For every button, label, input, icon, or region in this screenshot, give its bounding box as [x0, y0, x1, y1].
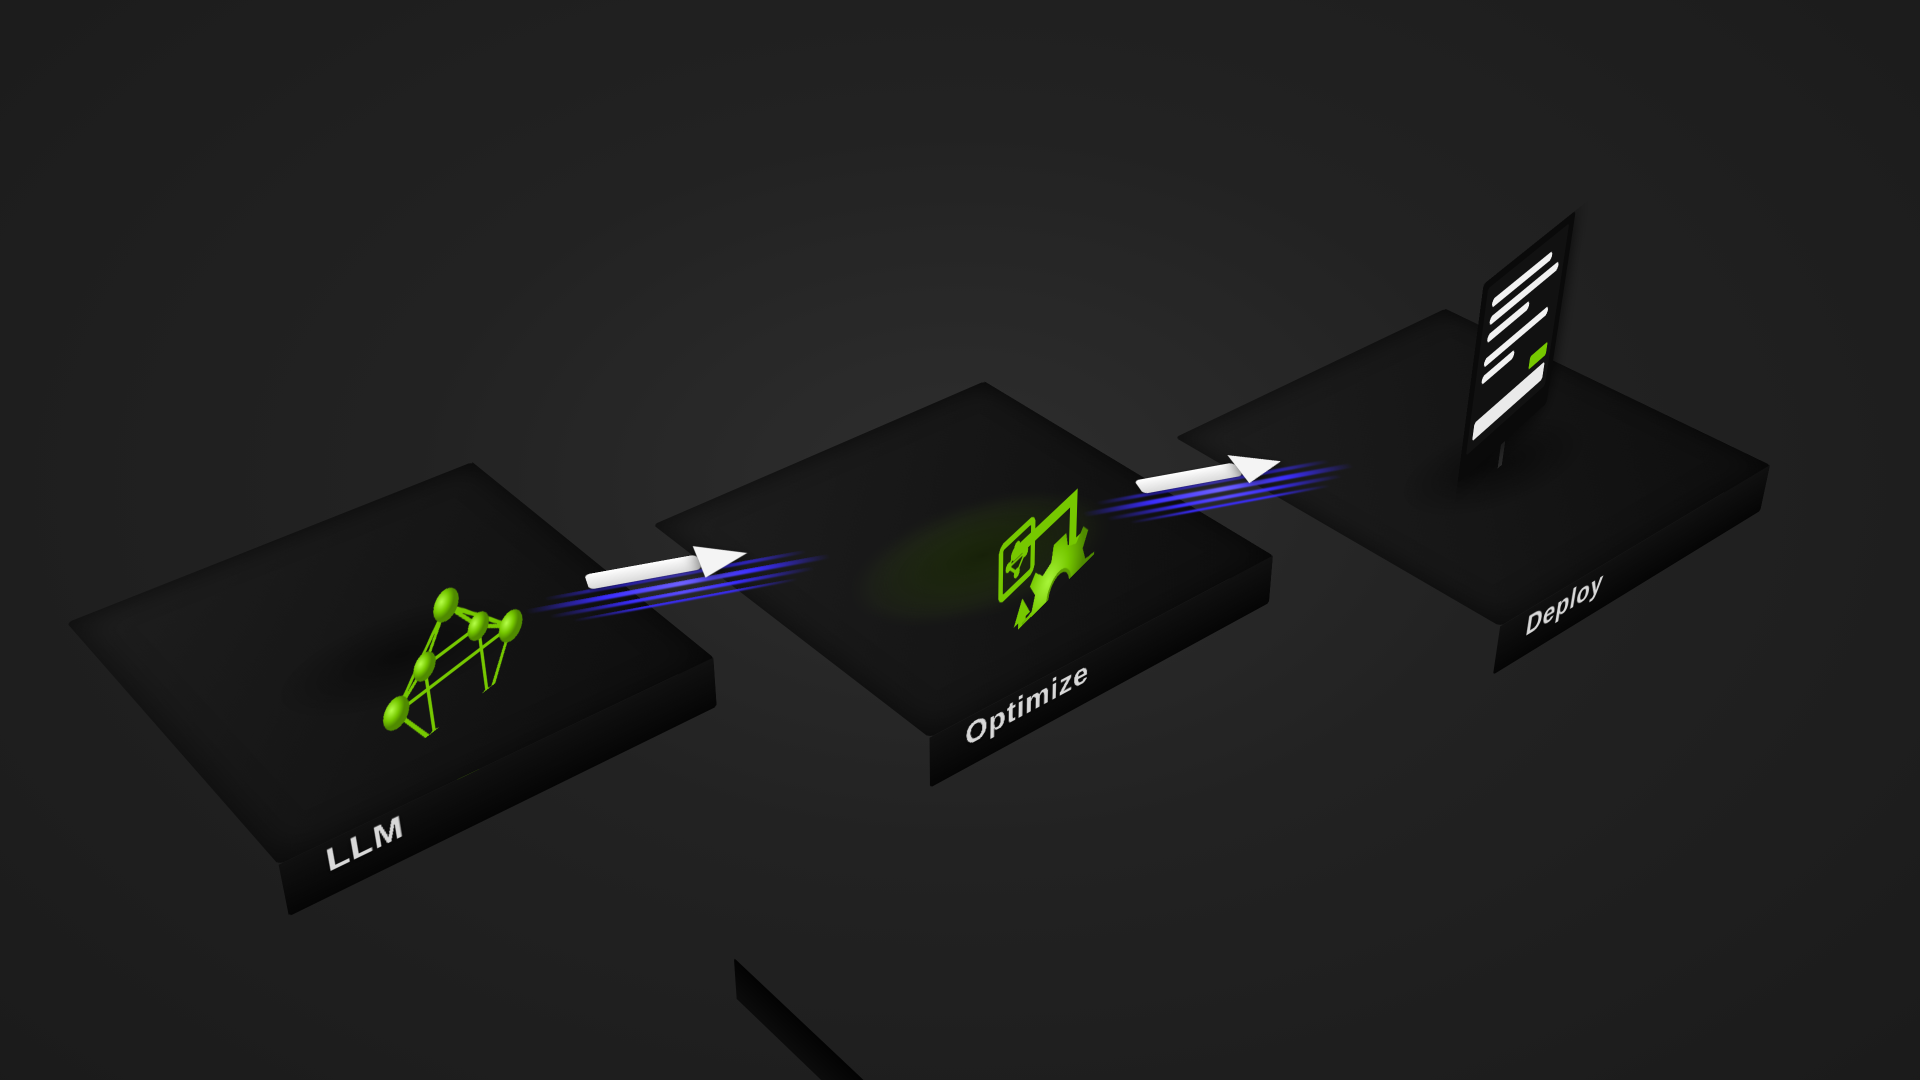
platform-side-b	[734, 958, 1019, 1080]
diagram-scene: LLM	[0, 0, 1920, 1080]
